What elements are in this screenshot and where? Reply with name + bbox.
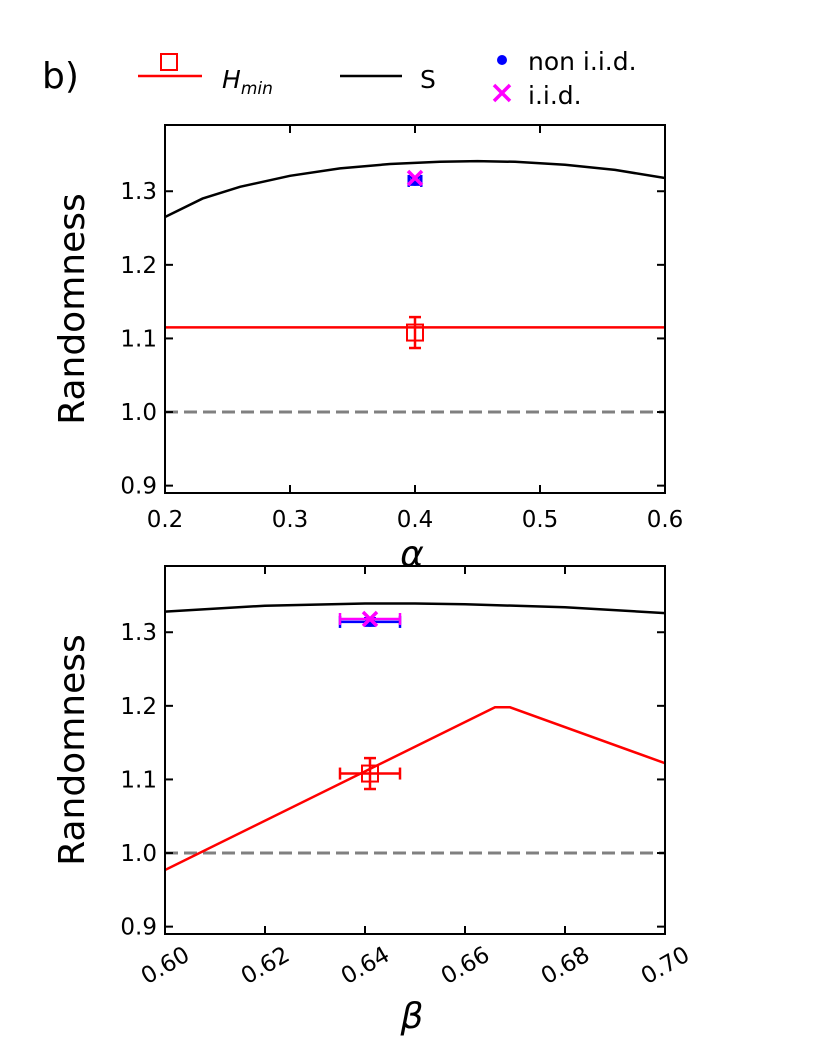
bottom-xtick-label: 0.60 bbox=[137, 942, 194, 990]
top-xtick-label: 0.6 bbox=[647, 507, 684, 533]
bottom-ytick-label: 0.9 bbox=[120, 915, 157, 941]
bottom-series-s bbox=[165, 602, 665, 615]
top-xtick-label: 0.4 bbox=[397, 507, 434, 533]
top-x-axis-label: α bbox=[400, 534, 424, 575]
top-ytick-label: 0.9 bbox=[120, 474, 157, 500]
top-point-hmin bbox=[406, 315, 424, 350]
top-ytick-label: 1.3 bbox=[120, 179, 157, 205]
legend: Hmin S non i.i.d. i.i.d. bbox=[138, 47, 637, 110]
legend-non-iid-marker bbox=[497, 55, 507, 65]
top-marker-iid bbox=[406, 169, 424, 187]
chart-panel-alpha: 0.2 0.3 0.4 0.5 0.6 0.9 1.0 1.1 1.2 1.3 α Randomnes… bbox=[52, 124, 684, 575]
chart-panel-beta: 0.60 0.62 0.64 0.66 0.68 0.70 0.9 1.0 1.1 1.2 1.3 β… bbox=[52, 565, 694, 1037]
legend-s-label: S bbox=[420, 65, 436, 94]
legend-hmin-marker bbox=[160, 53, 178, 71]
bottom-marker-iid bbox=[361, 610, 379, 628]
top-ytick-label: 1.0 bbox=[120, 400, 157, 426]
panel-label: b) bbox=[42, 56, 79, 97]
bottom-x-axis-label: β bbox=[400, 996, 424, 1037]
bottom-plot-frame bbox=[164, 565, 666, 935]
bottom-xtick-label: 0.66 bbox=[437, 942, 494, 990]
bottom-xtick-label: 0.70 bbox=[637, 942, 694, 990]
bottom-ytick-label: 1.2 bbox=[120, 694, 157, 720]
bottom-y-axis-label: Randomness bbox=[52, 634, 93, 866]
legend-entry-non-iid: non i.i.d. bbox=[497, 47, 637, 76]
legend-hmin-label: Hmin bbox=[222, 65, 273, 99]
bottom-point-iid bbox=[338, 610, 402, 628]
bottom-ytick-label: 1.1 bbox=[120, 767, 157, 793]
bottom-point-hmin bbox=[338, 756, 402, 791]
top-point-iid bbox=[406, 169, 424, 187]
bottom-marker-hmin bbox=[361, 764, 379, 783]
top-xtick-label: 0.2 bbox=[147, 507, 184, 533]
top-marker-hmin bbox=[406, 323, 424, 342]
legend-iid-label: i.i.d. bbox=[528, 81, 582, 110]
legend-hmin-subscript: min bbox=[241, 79, 273, 99]
legend-entry-s: S bbox=[340, 65, 436, 94]
top-series-s bbox=[165, 159, 665, 219]
top-ytick-label: 1.1 bbox=[120, 326, 157, 352]
top-ytick-label: 1.2 bbox=[120, 253, 157, 279]
bottom-xtick-label: 0.62 bbox=[237, 942, 294, 990]
top-xtick-label: 0.5 bbox=[522, 507, 559, 533]
legend-entry-iid: i.i.d. bbox=[492, 81, 582, 110]
legend-entry-hmin: Hmin bbox=[138, 53, 273, 99]
bottom-series-hmin bbox=[165, 706, 665, 872]
legend-iid-marker bbox=[492, 83, 512, 103]
bottom-ytick-label: 1.0 bbox=[120, 841, 157, 867]
top-xtick-label: 0.3 bbox=[272, 507, 309, 533]
bottom-xtick-label: 0.68 bbox=[537, 942, 594, 990]
top-y-axis-label: Randomness bbox=[52, 193, 93, 425]
legend-non-iid-label: non i.i.d. bbox=[528, 47, 637, 76]
bottom-xtick-label: 0.64 bbox=[337, 942, 394, 990]
bottom-ytick-label: 1.3 bbox=[120, 620, 157, 646]
